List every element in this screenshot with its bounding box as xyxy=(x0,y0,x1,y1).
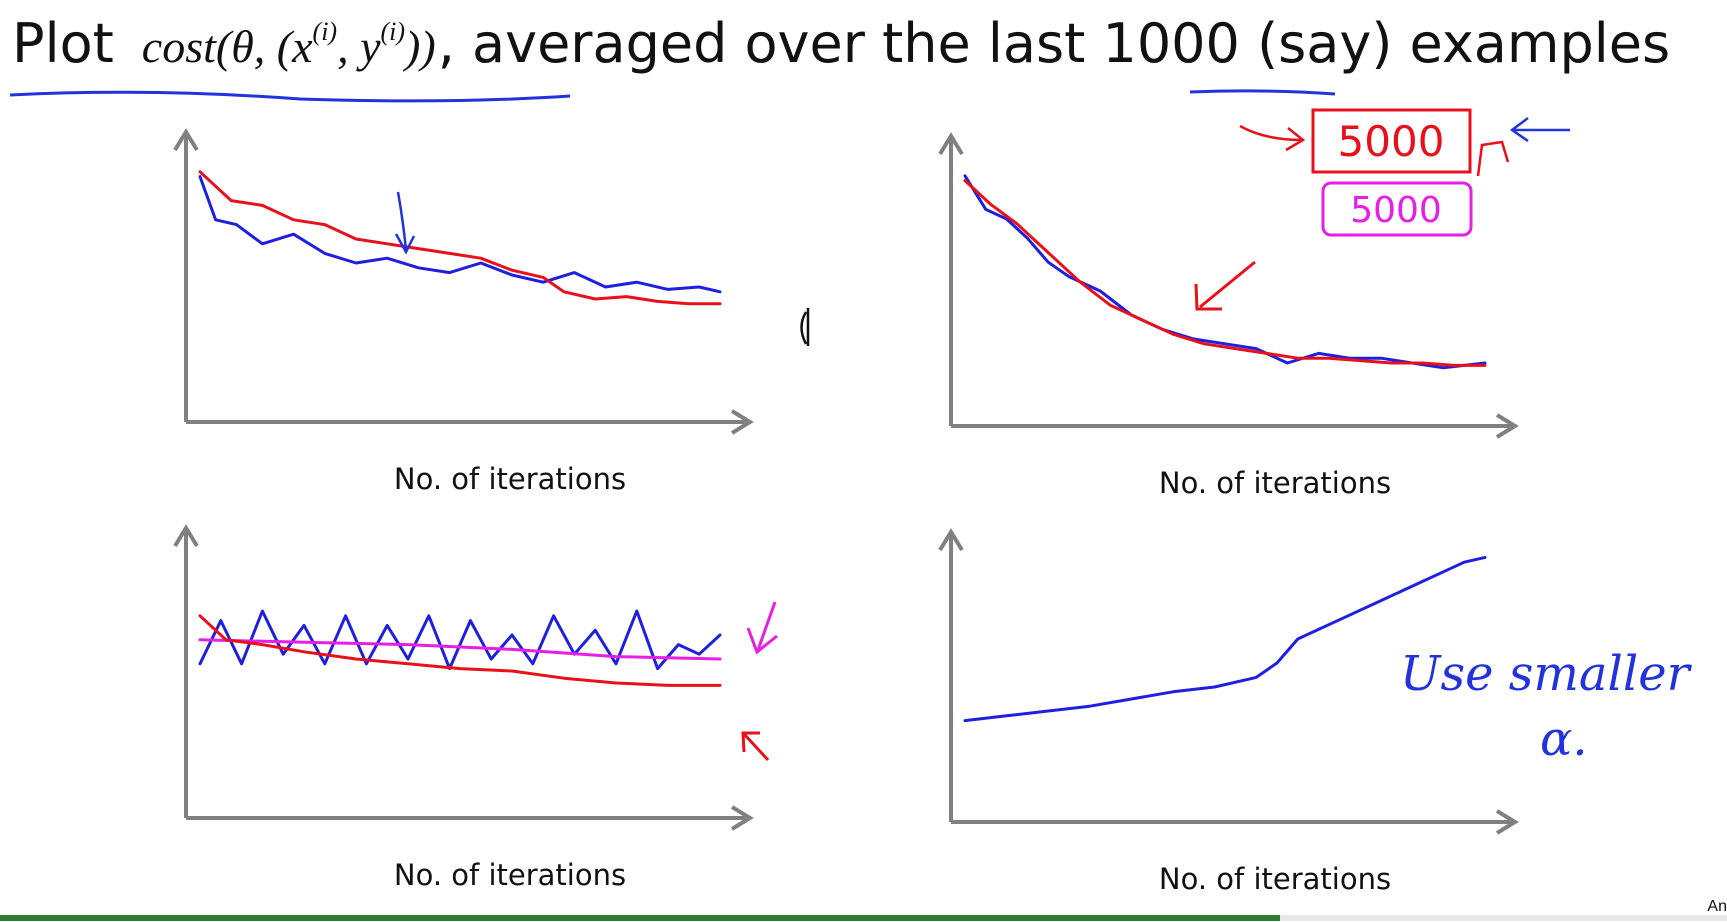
chart-top-right: No. of iterations xyxy=(915,126,1615,526)
x-axis-label: No. of iterations xyxy=(1158,862,1392,896)
chart-bottom-left-svg xyxy=(173,524,754,831)
chart-top-left: No. of iterations xyxy=(150,122,850,522)
series-line-red xyxy=(198,614,722,687)
x-axis-arrowhead xyxy=(1495,809,1519,835)
series-line-red xyxy=(963,179,1487,367)
chart-bottom-right: No. of iterations xyxy=(915,522,1615,922)
slide-title: Plot cost(θ, (x(i), y(i))), averaged over… xyxy=(12,14,1670,73)
blue-down-arrow xyxy=(394,191,416,255)
chart-bottom-left: No. of iterations xyxy=(150,518,850,918)
title-cost-formula: cost(θ, (x(i), y(i))) xyxy=(141,17,436,72)
footer-bar-light xyxy=(1280,915,1727,921)
red-box-5000 xyxy=(1311,108,1472,174)
magenta-down-arrow xyxy=(746,601,778,655)
note-line-2: α. xyxy=(1540,711,1588,767)
x-axis-arrowhead xyxy=(730,805,754,831)
blue-left-arrow xyxy=(1509,117,1570,143)
magenta-box-text: 5000 xyxy=(1350,190,1442,231)
series-line-red xyxy=(198,170,722,306)
series-line-blue xyxy=(963,555,1487,723)
red-hook-arrow xyxy=(1476,140,1510,177)
red-pointing-arrow xyxy=(1239,124,1306,152)
magenta-box-5000 xyxy=(1321,181,1473,237)
red-up-arrow xyxy=(741,731,770,762)
red-box-text: 5000 xyxy=(1338,117,1445,166)
x-axis-arrowhead xyxy=(730,409,754,435)
x-axis-label: No. of iterations xyxy=(393,858,627,892)
footer-bar xyxy=(0,915,1727,921)
x-axis-arrowhead xyxy=(1495,413,1519,439)
chart-top-left-svg xyxy=(173,128,754,435)
x-axis-label: No. of iterations xyxy=(1158,466,1392,500)
number-underline xyxy=(1189,89,1336,96)
title-end: (say) examples xyxy=(1239,12,1671,75)
y-axis-arrowhead xyxy=(173,128,199,152)
gap-arrow xyxy=(800,308,810,346)
red-down-left-arrow xyxy=(1194,260,1256,311)
series-line-magenta xyxy=(198,638,722,661)
y-axis-arrowhead xyxy=(938,528,964,552)
title-prefix: Plot xyxy=(12,12,114,75)
series-line-blue xyxy=(198,175,722,294)
y-axis-arrowhead xyxy=(173,524,199,548)
author-fragment: An xyxy=(1707,898,1727,915)
chart-bottom-right-svg xyxy=(938,528,1519,835)
title-suffix: , averaged over the last xyxy=(437,12,1103,75)
series-line-blue xyxy=(963,174,1487,370)
x-axis-label: No. of iterations xyxy=(393,462,627,496)
chart-top-right-svg xyxy=(938,132,1519,439)
title-number: 1000 xyxy=(1102,12,1240,75)
title-underline xyxy=(9,90,571,103)
note-line-1: Use smaller xyxy=(1400,646,1693,702)
y-axis-arrowhead xyxy=(938,132,964,156)
